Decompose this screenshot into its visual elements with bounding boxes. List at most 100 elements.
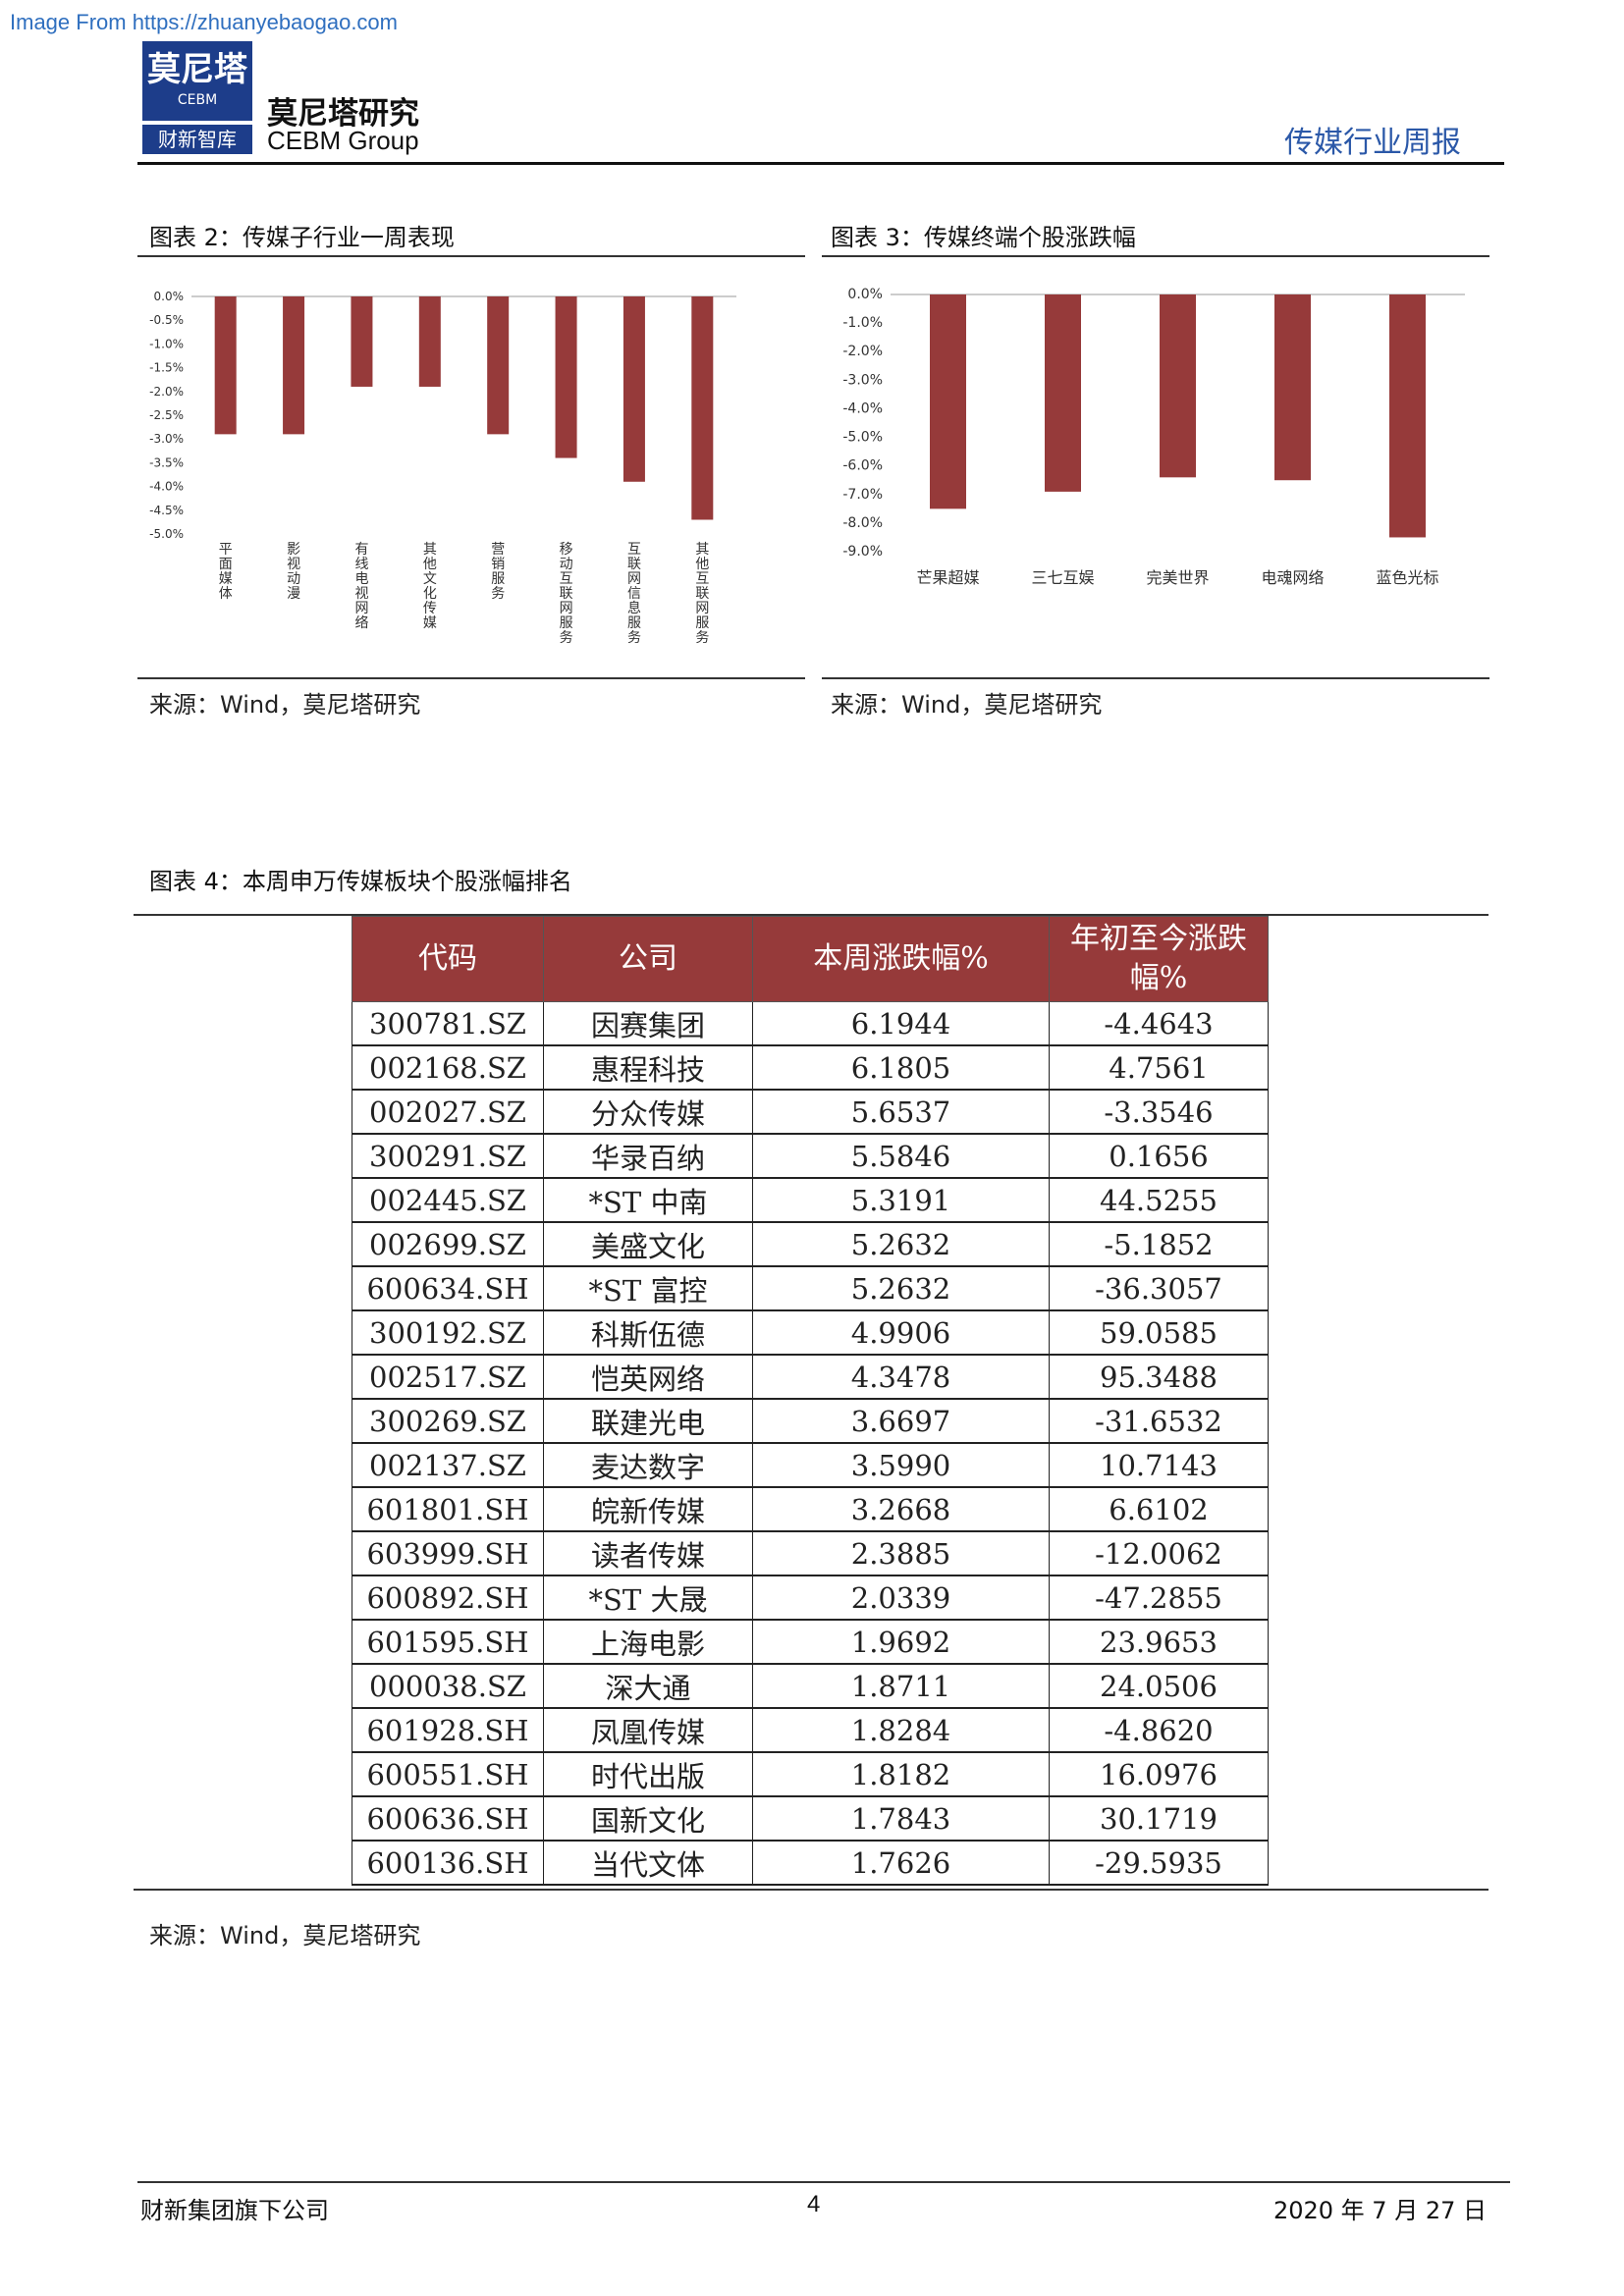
cell-code: 300269.SZ [352,1398,544,1444]
cell-ytd-change: 23.9653 [1049,1619,1269,1665]
y-tick-label: -2.0% [149,385,184,399]
cell-ytd-change: 44.5255 [1049,1177,1269,1223]
cell-company: 皖新传媒 [543,1486,753,1532]
cell-code: 002445.SZ [352,1177,544,1223]
col-header-code: 代码 [352,916,544,1002]
fig2-source: 来源：Wind，莫尼塔研究 [149,691,421,719]
bar [623,296,645,482]
table-row: 002699.SZ 美盛文化 5.2632 -5.1852 [352,1221,1269,1267]
cell-week-change: 3.2668 [752,1486,1050,1532]
fig4-bottom-rule [134,1889,1489,1891]
y-tick-label: -7.0% [842,487,883,503]
fig4-title: 图表 4：本周申万传媒板块个股涨幅排名 [149,868,572,895]
cell-company: 华录百纳 [543,1133,753,1179]
cell-week-change: 4.9906 [752,1309,1050,1356]
fig4-source: 来源：Wind，莫尼塔研究 [149,1922,421,1949]
cell-company: 国新文化 [543,1795,753,1842]
table-row: 601928.SH 凤凰传媒 1.8284 -4.8620 [352,1707,1269,1753]
fig3-chart: 0.0% -1.0% -2.0% -3.0% -4.0% -5.0% -6.0% -7.0% -… [842,287,1465,587]
fig3-source: 来源：Wind，莫尼塔研究 [831,691,1103,719]
table-row: 300269.SZ 联建光电 3.6697 -31.6532 [352,1398,1269,1444]
bar [418,296,441,387]
table-header-row: 代码 公司 本周涨跌幅% 年初至今涨跌幅% [352,916,1269,1002]
cell-company: 分众传媒 [543,1089,753,1135]
y-tick-label: -3.0% [149,432,184,446]
cell-ytd-change: -47.2855 [1049,1575,1269,1621]
logo: 莫尼塔 CEBM 财新智库 [142,41,252,154]
cell-week-change: 6.1805 [752,1044,1050,1091]
cell-week-change: 1.8284 [752,1707,1050,1753]
company-name-cn: 莫尼塔研究 [267,96,419,132]
table-row: 002517.SZ 恺英网络 4.3478 95.3488 [352,1354,1269,1400]
cell-ytd-change: 10.7143 [1049,1442,1269,1488]
cell-code: 600634.SH [352,1265,544,1311]
category-label: 三七互娱 [1031,568,1094,587]
header-rule [137,162,1504,165]
bar [1274,294,1311,481]
cell-company: *ST 大晟 [543,1575,753,1621]
cell-week-change: 3.5990 [752,1442,1050,1488]
fig2-chart: 0.0% -0.5% -1.0% -1.5% -2.0% -2.5% -3.0% -3.5% -… [149,290,736,646]
bar [487,296,510,435]
cell-company: 惠程科技 [543,1044,753,1091]
cell-code: 601595.SH [352,1619,544,1665]
category-label: 其他互联网服务 [695,542,709,646]
fig3-top-rule [822,255,1489,257]
cell-code: 002168.SZ [352,1044,544,1091]
cell-company: 恺英网络 [543,1354,753,1400]
logo-en: CEBM [177,92,218,108]
category-label: 有线电视网络 [354,542,368,631]
col-header-week-change: 本周涨跌幅% [752,916,1050,1002]
cell-ytd-change: 0.1656 [1049,1133,1269,1179]
table-row: 002027.SZ 分众传媒 5.6537 -3.3546 [352,1089,1269,1135]
cell-code: 300291.SZ [352,1133,544,1179]
logo-sub: 财新智库 [142,125,252,154]
cell-company: 深大通 [543,1663,753,1709]
cell-week-change: 1.8711 [752,1663,1050,1709]
fig4-top-rule [134,914,1489,916]
y-tick-label: -0.5% [149,313,184,327]
cell-week-change: 4.3478 [752,1354,1050,1400]
cell-code: 600636.SH [352,1795,544,1842]
cell-week-change: 5.5846 [752,1133,1050,1179]
category-label: 芒果超媒 [916,568,979,587]
cell-company: 麦达数字 [543,1442,753,1488]
cell-week-change: 2.3885 [752,1530,1050,1576]
table-row: 002137.SZ 麦达数字 3.5990 10.7143 [352,1442,1269,1488]
cell-ytd-change: -3.3546 [1049,1089,1269,1135]
bar [283,296,305,435]
y-tick-label: -4.0% [149,480,184,494]
cell-code: 601801.SH [352,1486,544,1532]
category-label: 蓝色光标 [1376,568,1438,587]
table-row: 300781.SZ 因赛集团 6.1944 -4.4643 [352,1001,1269,1046]
cell-ytd-change: 6.6102 [1049,1486,1269,1532]
category-label: 互联网信息服务 [627,542,641,646]
watermark: Image From https://zhuanyebaogao.com [10,10,398,34]
cell-code: 600136.SH [352,1840,544,1886]
cell-week-change: 5.2632 [752,1265,1050,1311]
cell-company: 读者传媒 [543,1530,753,1576]
cell-week-change: 5.3191 [752,1177,1050,1223]
cell-week-change: 1.7626 [752,1840,1050,1886]
company-name-en: CEBM Group [267,126,419,155]
table-row: 600636.SH 国新文化 1.7843 30.1719 [352,1795,1269,1842]
col-header-ytd-change: 年初至今涨跌幅% [1049,916,1269,1002]
cell-code: 002699.SZ [352,1221,544,1267]
col-header-company: 公司 [543,916,753,1002]
bar [351,296,373,387]
y-tick-label: -2.0% [842,344,883,359]
cell-ytd-change: -31.6532 [1049,1398,1269,1444]
y-tick-label: -1.5% [149,361,184,375]
cell-week-change: 6.1944 [752,1001,1050,1046]
cell-week-change: 1.8182 [752,1751,1050,1797]
cell-company: 因赛集团 [543,1001,753,1046]
table-row: 002168.SZ 惠程科技 6.1805 4.7561 [352,1044,1269,1091]
fig2-bottom-rule [137,677,805,679]
table-row: 603999.SH 读者传媒 2.3885 -12.0062 [352,1530,1269,1576]
category-label: 平面媒体 [219,542,233,602]
cell-week-change: 2.0339 [752,1575,1050,1621]
y-tick-label: -4.0% [842,400,883,416]
bar [214,296,237,435]
category-label: 移动互联网服务 [560,542,573,646]
cell-ytd-change: 59.0585 [1049,1309,1269,1356]
